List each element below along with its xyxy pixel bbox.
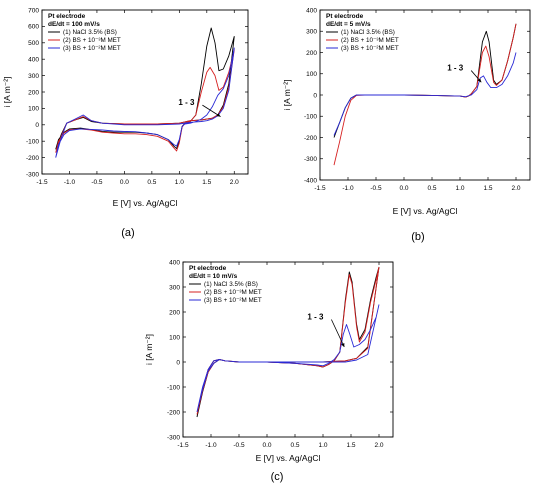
y-tick-label: -400 [304, 177, 317, 184]
legend-entry: (1) NaCl 3.5% (BS) [63, 29, 117, 36]
x-tick-label: 1.5 [202, 179, 211, 186]
x-tick-label: -1.5 [177, 442, 189, 449]
y-tick-label: 500 [28, 40, 39, 47]
y-axis-label: i [A m⁻²] [2, 77, 12, 108]
x-axis-label: E [V] vs. Ag/AgCl [393, 206, 458, 216]
y-tick-label: 700 [28, 7, 39, 14]
panel-subtitle: dE/dt = 5 mV/s [326, 21, 371, 28]
x-tick-label: 2.0 [230, 179, 239, 186]
panel-title: Pt electrode [189, 265, 227, 272]
x-tick-label: -1.5 [36, 179, 48, 186]
y-tick-label: 600 [28, 24, 39, 31]
y-tick-label: 0 [176, 359, 180, 366]
y-tick-label: 200 [28, 89, 39, 96]
chart-panel-2: -1.5 -1.0 -0.5 0.0 0.5 1.0 1.5 2.0 -400 -300 -200 -… [282, 7, 531, 243]
y-tick-label: 200 [169, 309, 180, 316]
panel-caption: (c) [271, 471, 284, 483]
x-axis-label: E [V] vs. Ag/AgCl [256, 453, 321, 463]
panel-caption: (a) [121, 227, 134, 239]
y-tick-label: -100 [304, 114, 317, 121]
legend-entry: (3) BS + 10⁻²M MET [63, 45, 121, 52]
x-tick-label: 2.0 [511, 185, 520, 192]
x-tick-label: 1.5 [346, 442, 355, 449]
panel-subtitle: dE/dt = 10 mV/s [189, 273, 238, 280]
x-axis-label: E [V] vs. Ag/AgCl [113, 198, 178, 208]
legend-entry: (2) BS + 10⁻³M MET [341, 37, 399, 44]
y-tick-label: -300 [26, 171, 39, 178]
x-tick-label: -0.5 [91, 179, 103, 186]
x-tick-label: 1.0 [455, 185, 464, 192]
x-tick-label: 1.5 [483, 185, 492, 192]
y-tick-label: 0 [313, 92, 317, 99]
annotation-arrowhead [216, 113, 221, 117]
y-tick-label: 400 [169, 259, 180, 266]
annotation-arrow [331, 319, 345, 348]
x-tick-label: 0.0 [120, 179, 129, 186]
legend-entry: (1) NaCl 3.5% (BS) [204, 281, 258, 288]
annotation-label: 1 - 3 [178, 98, 195, 107]
x-tick-label: 0.5 [147, 179, 156, 186]
y-tick-label: 100 [306, 71, 317, 78]
legend-entry: (1) NaCl 3.5% (BS) [341, 29, 395, 36]
panel-title: Pt electrode [48, 13, 86, 20]
x-tick-label: 0.5 [427, 185, 436, 192]
y-tick-label: 300 [169, 284, 180, 291]
y-tick-label: -200 [26, 155, 39, 162]
annotation-label: 1 - 3 [307, 313, 324, 322]
y-tick-label: -200 [167, 409, 180, 416]
annotation-arrowhead [341, 343, 345, 347]
y-tick-label: -300 [304, 156, 317, 163]
plot-frame [182, 261, 394, 438]
y-tick-label: 400 [306, 7, 317, 14]
legend-entry: (3) BS + 10⁻²M MET [204, 297, 262, 304]
series-line-3 [196, 304, 380, 413]
y-axis-label: i [A m⁻²] [282, 80, 292, 111]
y-tick-label: 400 [28, 57, 39, 64]
series-line-3 [333, 52, 517, 136]
x-tick-label: 0.0 [262, 442, 271, 449]
panel-caption: (b) [411, 231, 424, 243]
y-tick-label: 100 [169, 334, 180, 341]
y-axis-label: i [A m⁻²] [144, 334, 154, 365]
y-tick-label: 0 [35, 122, 39, 129]
y-tick-label: -100 [26, 139, 39, 146]
y-tick-label: 300 [306, 29, 317, 36]
series-line-2 [55, 49, 235, 153]
legend-entry: (2) BS + 10⁻³M MET [63, 37, 121, 44]
x-tick-label: -1.0 [205, 442, 217, 449]
x-tick-label: -0.5 [370, 185, 382, 192]
panel-subtitle: dE/dt = 100 mV/s [48, 21, 100, 28]
legend-entry: (3) BS + 10⁻²M MET [341, 45, 399, 52]
legend-entry: (2) BS + 10⁻³M MET [204, 289, 262, 296]
panel-title: Pt electrode [326, 13, 364, 20]
x-tick-label: -1.5 [314, 185, 326, 192]
x-tick-label: -1.0 [342, 185, 354, 192]
annotation-arrowhead [477, 78, 482, 83]
y-tick-label: 100 [28, 106, 39, 113]
y-tick-label: -200 [304, 135, 317, 142]
annotation-label: 1 - 3 [447, 64, 464, 73]
x-tick-label: -0.5 [233, 442, 245, 449]
chart-panel-1: -1.5 -1.0 -0.5 0.0 0.5 1.0 1.5 2.0 -300 -200 -100 0… [2, 7, 249, 239]
y-tick-label: 200 [306, 50, 317, 57]
x-tick-label: 2.0 [374, 442, 383, 449]
x-tick-label: 0.0 [399, 185, 408, 192]
x-tick-label: 1.0 [175, 179, 184, 186]
y-tick-label: -300 [167, 434, 180, 441]
y-tick-label: -100 [167, 384, 180, 391]
y-tick-label: 300 [28, 73, 39, 80]
chart-panel-3: -1.5 -1.0 -0.5 0.0 0.5 1.0 1.5 2.0 -300 -200 -100 0… [144, 259, 394, 483]
series-line-3 [55, 47, 235, 158]
x-tick-label: 0.5 [290, 442, 299, 449]
x-tick-label: 1.0 [318, 442, 327, 449]
x-tick-label: -1.0 [64, 179, 76, 186]
